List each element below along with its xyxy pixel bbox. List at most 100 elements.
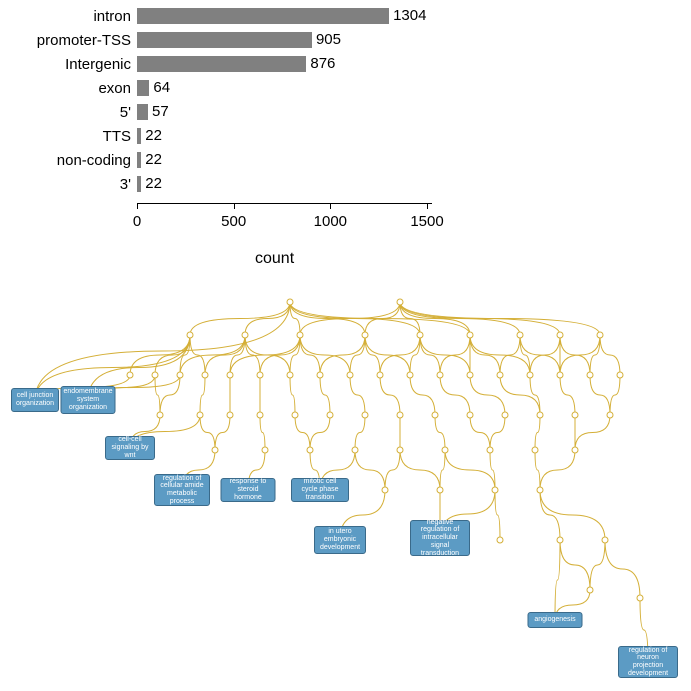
bar-label: Intergenic (0, 56, 137, 73)
bar-value: 22 (141, 151, 162, 168)
bar-track: 905 (137, 32, 470, 48)
tree-node (257, 412, 264, 419)
tree-node (602, 537, 609, 544)
x-axis-title: count (255, 250, 294, 268)
bar-track: 57 (137, 104, 470, 120)
tree-label-cellular-amide: regulation of cellular amide metabolic p… (154, 474, 210, 506)
bar-label: exon (0, 80, 137, 97)
tree-node (442, 447, 449, 454)
tree-node (557, 537, 564, 544)
tree-node (157, 412, 164, 419)
tree-node (497, 537, 504, 544)
tree-node (467, 372, 474, 379)
tree-node (287, 299, 294, 306)
axis-tick (427, 203, 428, 209)
tree-node (637, 595, 644, 602)
bar-value: 905 (312, 31, 341, 48)
tree-node (397, 447, 404, 454)
bar-value: 876 (306, 55, 335, 72)
bar-row: 3'22 (0, 173, 470, 195)
tree-node (197, 412, 204, 419)
bar-label: 3' (0, 176, 137, 193)
tree-label-angiogenesis: angiogenesis (528, 612, 583, 628)
bar-value: 64 (149, 79, 170, 96)
tree-node (397, 412, 404, 419)
bar-track: 22 (137, 176, 470, 192)
tree-node (537, 412, 544, 419)
tree-node (292, 412, 299, 419)
tree-node (377, 372, 384, 379)
tree-label-endomembrane: endomembrane system organization (61, 386, 116, 414)
bar-track: 64 (137, 80, 470, 96)
tree-node (362, 332, 369, 339)
tree-node (437, 372, 444, 379)
bar-label: TTS (0, 128, 137, 145)
tree-node (537, 487, 544, 494)
bar-track: 22 (137, 152, 470, 168)
tree-node (527, 372, 534, 379)
tree-node (467, 332, 474, 339)
bar-track: 22 (137, 128, 470, 144)
tree-node (327, 412, 334, 419)
bar-label: 5' (0, 104, 137, 121)
bar-row: intron 1304 (0, 5, 470, 27)
tree-node (307, 447, 314, 454)
bar-row: promoter-TSS905 (0, 29, 470, 51)
tree-label-mitotic: mitotic cell cycle phase transition (291, 478, 349, 502)
tree-node (557, 372, 564, 379)
bar-value: 22 (141, 127, 162, 144)
tree-node (492, 487, 499, 494)
tree-label-utero: in utero embryonic development (314, 526, 366, 554)
axis-tick (137, 203, 138, 209)
bar-track: 876 (137, 56, 470, 72)
bar-fill (137, 56, 306, 72)
tree-node (397, 299, 404, 306)
tree-node (467, 412, 474, 419)
axis-tick-label: 1000 (314, 213, 347, 230)
tree-node (262, 447, 269, 454)
tree-node (407, 372, 414, 379)
bar-chart: intron 1304 promoter-TSS905 Intergenic 876 ex… (0, 5, 470, 197)
bar-fill (137, 8, 389, 24)
tree-node (557, 332, 564, 339)
tree-label-neg-reg: negative regulation of intracellular sig… (410, 520, 470, 556)
bar-row: non-coding22 (0, 149, 470, 171)
tree-label-neuron-proj: regulation of neuron projection developm… (618, 646, 678, 678)
tree-node (417, 332, 424, 339)
tree-label-steroid: response to steroid hormone (221, 478, 276, 502)
tree-node (127, 372, 134, 379)
bar-value: 1304 (389, 7, 426, 24)
tree-node (177, 372, 184, 379)
tree-node (587, 372, 594, 379)
tree-node (587, 587, 594, 594)
tree-node (502, 412, 509, 419)
tree-node (517, 332, 524, 339)
bar-label: intron (0, 8, 137, 25)
tree-node (362, 412, 369, 419)
tree-label-cell-junction: cell junction organization (11, 388, 59, 412)
bar-row: Intergenic 876 (0, 53, 470, 75)
bar-value: 22 (141, 175, 162, 192)
bar-fill (137, 32, 312, 48)
axis-tick (234, 203, 235, 209)
bar-label: non-coding (0, 152, 137, 169)
tree-node (202, 372, 209, 379)
tree-node (497, 372, 504, 379)
tree-node (227, 412, 234, 419)
tree-node (227, 372, 234, 379)
tree-node (152, 372, 159, 379)
bar-value: 57 (148, 103, 169, 120)
tree-node (187, 332, 194, 339)
tree-node (297, 332, 304, 339)
axis-tick-label: 1500 (410, 213, 443, 230)
axis-tick (330, 203, 331, 209)
tree-node (432, 412, 439, 419)
tree-diagram: cell junction organizationendomembrane s… (0, 290, 691, 690)
tree-node (352, 447, 359, 454)
axis-tick-label: 500 (221, 213, 246, 230)
tree-node (242, 332, 249, 339)
tree-node (347, 372, 354, 379)
tree-node (212, 447, 219, 454)
bar-row: exon 64 (0, 77, 470, 99)
tree-node (597, 332, 604, 339)
